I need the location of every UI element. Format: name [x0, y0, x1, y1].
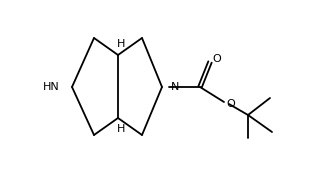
- Text: O: O: [213, 54, 222, 64]
- Text: O: O: [227, 99, 235, 109]
- Text: N: N: [171, 82, 179, 92]
- Text: H: H: [117, 124, 125, 134]
- Text: H: H: [117, 39, 125, 49]
- Text: HN: HN: [43, 82, 60, 92]
